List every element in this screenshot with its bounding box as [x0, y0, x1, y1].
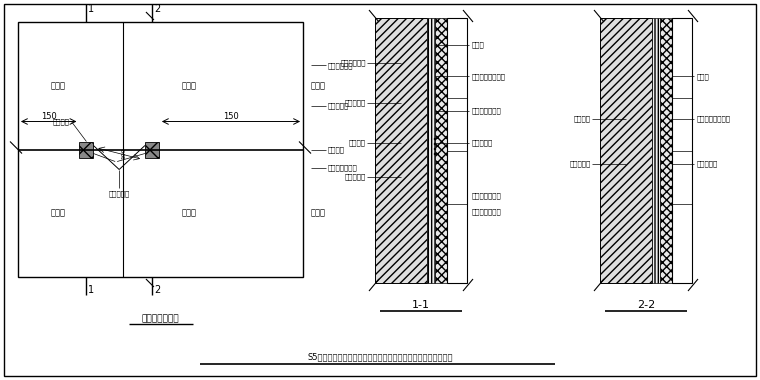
Bar — [375, 18, 427, 283]
Text: 1: 1 — [88, 285, 94, 295]
Text: 玻化砖: 玻化砖 — [50, 81, 65, 90]
Text: S5工程精装修大堂墙面湿贴工艺玻化砖湿贴局部加强做法示意图: S5工程精装修大堂墙面湿贴工艺玻化砖湿贴局部加强做法示意图 — [307, 353, 453, 361]
Bar — [600, 18, 652, 283]
Text: 墙体抹灰层: 墙体抹灰层 — [328, 103, 350, 109]
Bar — [145, 141, 159, 157]
Text: 采用云石胶固定: 采用云石胶固定 — [472, 208, 502, 215]
Text: 不锈钢挂件: 不锈钢挂件 — [109, 190, 130, 197]
Text: 墙砖立面示意图: 墙砖立面示意图 — [141, 315, 179, 323]
Text: 玻化砖强力粘结剂: 玻化砖强力粘结剂 — [697, 116, 731, 122]
Bar — [427, 18, 435, 283]
Text: 射钉固定: 射钉固定 — [52, 118, 69, 125]
Bar — [672, 18, 692, 283]
Text: 不锈钢挂连接件: 不锈钢挂连接件 — [328, 164, 358, 171]
Text: 结构墙体基层: 结构墙体基层 — [328, 62, 353, 69]
Text: 玻化砖: 玻化砖 — [311, 209, 326, 218]
Text: 填缝剂填缝: 填缝剂填缝 — [472, 139, 493, 146]
Text: 射钉固定: 射钉固定 — [349, 139, 366, 146]
Text: 结构墙体基层: 结构墙体基层 — [340, 60, 366, 66]
Text: 墙体抹灰层: 墙体抹灰层 — [570, 160, 591, 167]
Text: 射钉固定: 射钉固定 — [328, 146, 345, 153]
Text: 填缝剂填缝: 填缝剂填缝 — [697, 160, 718, 167]
Text: 2-2: 2-2 — [637, 300, 655, 310]
Bar — [652, 18, 660, 283]
Bar — [447, 18, 467, 283]
Text: 2: 2 — [154, 285, 160, 295]
Bar — [434, 138, 436, 139]
Text: 玻化砖: 玻化砖 — [311, 81, 326, 90]
Text: 不锈钢挂件: 不锈钢挂件 — [345, 174, 366, 180]
Text: 玻化砖: 玻化砖 — [50, 209, 65, 218]
Text: 玻化砖: 玻化砖 — [182, 209, 197, 218]
Bar — [434, 147, 436, 150]
Text: 玻化砖: 玻化砖 — [182, 81, 197, 90]
Text: 墙体抹灰层: 墙体抹灰层 — [345, 100, 366, 106]
Text: 1-1: 1-1 — [412, 300, 430, 310]
Bar — [434, 152, 436, 155]
Text: 150: 150 — [223, 112, 239, 121]
Bar — [18, 22, 303, 277]
Bar — [435, 18, 447, 283]
Text: 玻化砖: 玻化砖 — [697, 73, 710, 79]
Text: 150: 150 — [41, 112, 56, 121]
Text: 100: 100 — [121, 148, 126, 159]
Text: 玻化砖强力粘结剂: 玻化砖强力粘结剂 — [472, 73, 506, 79]
Text: 2: 2 — [154, 4, 160, 14]
Bar — [434, 142, 436, 144]
Bar — [660, 18, 672, 283]
Bar — [79, 141, 93, 157]
Text: 云石胶快速固定: 云石胶快速固定 — [472, 108, 502, 114]
Text: 1: 1 — [88, 4, 94, 14]
Text: 玻化砖: 玻化砖 — [472, 41, 485, 48]
Text: 墙体基层: 墙体基层 — [574, 116, 591, 122]
Text: 玻化砖背面开槽: 玻化砖背面开槽 — [472, 192, 502, 199]
